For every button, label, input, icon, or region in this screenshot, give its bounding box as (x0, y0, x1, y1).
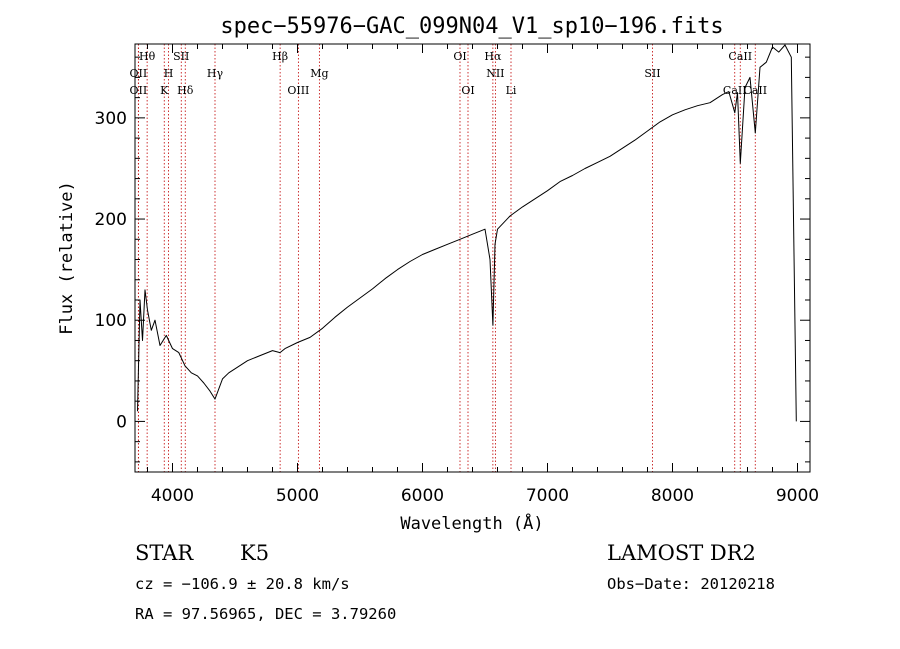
spectral-line-label: Hγ (207, 67, 224, 80)
x-tick-label: 5000 (276, 486, 319, 506)
y-axis-label: Flux (relative) (57, 181, 77, 335)
y-tick-label: 200 (95, 210, 127, 230)
spectral-line-label: OIII (287, 84, 309, 97)
spectral-line-label: SII (173, 50, 189, 63)
x-tick-label: 7000 (526, 486, 569, 506)
spectral-lines-layer: HθOIIOIIHKSIIHδHγHβOIIIMgOIOIHαNIILiSIIC… (130, 44, 767, 472)
spectral-line-label: OI (453, 50, 466, 63)
coordinates: RA = 97.56965, DEC = 3.79260 (135, 605, 396, 623)
spectral-line-label: NII (486, 67, 504, 80)
plot-frame (134, 43, 811, 473)
spectral-line-label: SII (644, 67, 660, 80)
spectral-line-label: K (160, 84, 169, 97)
y-tick-label: 100 (95, 311, 127, 331)
spectral-line-label: CaII (743, 84, 767, 97)
survey-name: LAMOST DR2 (607, 541, 756, 565)
spectral-line-label: OI (461, 84, 474, 97)
x-axis-label: Wavelength (Å) (400, 512, 543, 534)
spectral-line-label: CaII (723, 84, 747, 97)
spectral-line-label: Hβ (272, 50, 288, 63)
ticks-layer: 4000 5000 6000 7000 8000 9000 0 100 200 300 (95, 44, 819, 506)
subclass: K5 (240, 541, 269, 565)
x-tick-label: 8000 (651, 486, 694, 506)
spectral-line-label: Hθ (139, 50, 156, 63)
y-tick-label: 300 (95, 109, 127, 129)
spectral-line-label: CaII (728, 50, 752, 63)
spectral-line-label: Mg (310, 67, 328, 80)
spectral-line-label: OII (130, 84, 148, 97)
spectrum-series-line (137, 44, 797, 422)
x-tick-label: 4000 (151, 486, 194, 506)
chart-title: spec−55976−GAC_099N04_V1_sp10−196.fits (220, 14, 723, 39)
spectral-line-label: Li (506, 84, 517, 97)
star-class: STAR (135, 541, 194, 565)
obs-date: Obs−Date: 20120218 (607, 575, 775, 593)
spectral-line-label: Hα (484, 50, 502, 63)
redshift-text: cz = −106.9 ± 20.8 km/s (135, 575, 350, 593)
y-tick-label: 0 (116, 412, 127, 432)
series-layer (137, 44, 797, 422)
spectral-line-label: Hδ (177, 84, 194, 97)
x-tick-label: 9000 (776, 486, 819, 506)
spectral-line-label: H (164, 67, 174, 80)
x-tick-label: 6000 (401, 486, 444, 506)
